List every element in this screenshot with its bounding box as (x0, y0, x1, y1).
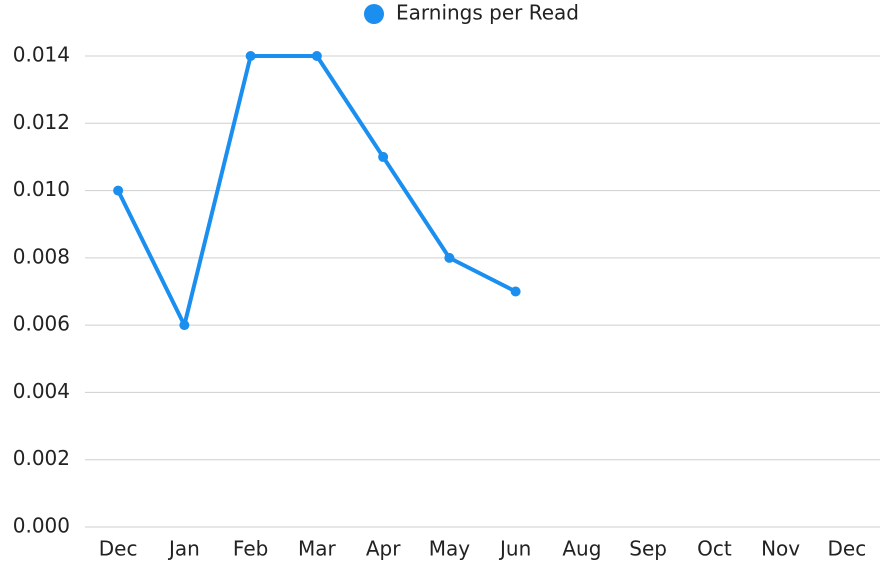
y-tick-label: 0.014 (13, 43, 70, 67)
x-tick-label: Nov (761, 537, 800, 561)
x-tick-label: Jun (498, 537, 531, 561)
x-tick-label: Mar (298, 537, 337, 561)
legend-label: Earnings per Read (396, 1, 579, 25)
y-tick-label: 0.004 (13, 379, 70, 403)
x-tick-label: Dec (99, 537, 138, 561)
y-tick-label: 0.002 (13, 446, 70, 470)
data-point (444, 252, 455, 263)
y-tick-label: 0.012 (13, 110, 70, 134)
legend-marker (364, 4, 384, 24)
y-tick-label: 0.006 (13, 312, 70, 336)
y-tick-label: 0.010 (13, 177, 70, 201)
data-point (510, 286, 521, 297)
x-tick-label: Jan (167, 537, 200, 561)
x-tick-label: Dec (828, 537, 867, 561)
x-tick-label: May (429, 537, 471, 561)
x-tick-label: Oct (697, 537, 732, 561)
x-tick-label: Apr (366, 537, 401, 561)
y-tick-label: 0.008 (13, 244, 70, 268)
x-tick-label: Feb (233, 537, 268, 561)
data-point (113, 185, 124, 196)
y-tick-label: 0.000 (13, 514, 70, 538)
data-point (378, 151, 389, 162)
data-point (311, 51, 322, 61)
x-tick-label: Sep (629, 537, 667, 561)
x-tick-label: Aug (562, 537, 601, 561)
data-point (245, 51, 256, 61)
data-point (179, 320, 190, 331)
